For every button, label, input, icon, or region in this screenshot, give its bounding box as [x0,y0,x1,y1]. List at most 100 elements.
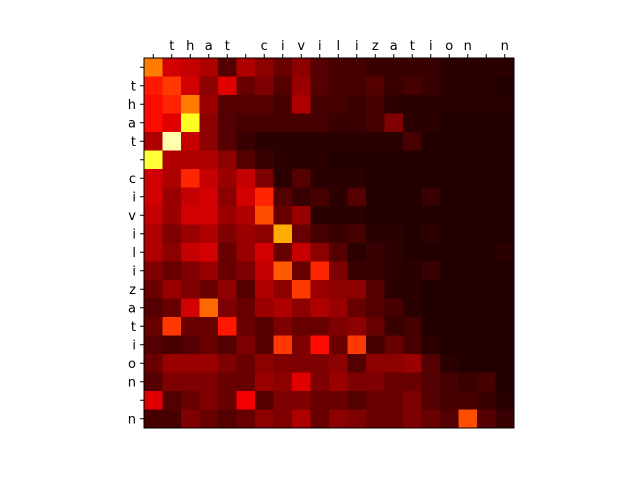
heatmap-cell-r12-c1 [162,280,182,299]
heatmap-cell-r9-c12 [366,224,385,244]
heatmap-cell-r11-c14 [403,261,422,281]
heatmap-cell-r16-c6 [255,354,274,373]
heatmap-cell-r18-c4 [218,391,237,410]
heatmap-cell-r3-c17 [458,113,478,133]
heatmap-cell-r0-c7 [273,58,293,77]
heatmap-cell-r8-c2 [181,206,200,225]
heatmap-cell-r7-c19 [495,187,515,207]
heatmap-cell-r7-c4 [218,187,237,207]
heatmap-cell-r19-c10 [329,409,348,429]
heatmap-cell-r6-c16 [440,169,459,188]
heatmap-cell-r18-c8 [292,391,311,410]
heatmap-cell-r14-c1 [162,317,182,336]
heatmap-cell-r9-c9 [310,224,330,244]
heatmap-cell-r1-c14 [403,76,422,96]
heatmap-cell-r2-c17 [458,95,478,114]
heatmap-cell-r3-c18 [477,113,496,133]
heatmap-cell-r1-c2 [181,76,200,96]
heatmap-cell-r9-c5 [236,224,256,244]
heatmap-cell-r6-c4 [218,169,237,188]
heatmap-cell-r4-c13 [384,132,404,151]
heatmap-cell-r11-c12 [366,261,385,281]
heatmap-cell-r15-c10 [329,335,348,355]
x-tick-label-10: l [336,39,340,54]
heatmap-cell-r7-c0 [144,187,163,207]
heatmap-cell-r0-c10 [329,58,348,77]
heatmap-cell-r12-c10 [329,280,348,299]
heatmap-cell-r3-c16 [440,113,459,133]
heatmap-cell-r11-c15 [421,261,441,281]
heatmap-cell-r3-c8 [292,113,311,133]
heatmap-cell-r12-c19 [495,280,515,299]
y-tick-label-10: l [132,246,136,261]
heatmap-cell-r6-c15 [421,169,441,188]
heatmap-cell-r9-c15 [421,224,441,244]
heatmap-cell-r3-c13 [384,113,404,133]
heatmap-cell-r10-c2 [181,243,200,262]
heatmap-cell-r7-c17 [458,187,478,207]
heatmap-cell-r12-c12 [366,280,385,299]
heatmap-cell-r9-c19 [495,224,515,244]
heatmap-cell-r3-c5 [236,113,256,133]
heatmap-cell-r15-c17 [458,335,478,355]
y-tick-label-15: i [132,338,136,353]
heatmap-cell-r4-c4 [218,132,237,151]
heatmap-cell-r18-c11 [347,391,367,410]
heatmap-cell-r17-c2 [181,372,200,392]
heatmap-cell-r1-c9 [310,76,330,96]
heatmap-cell-r2-c13 [384,95,404,114]
heatmap-cell-r0-c1 [162,58,182,77]
heatmap-cell-r15-c8 [292,335,311,355]
heatmap-cell-r2-c4 [218,95,237,114]
heatmap-cell-r9-c6 [255,224,274,244]
heatmap-cell-r17-c17 [458,372,478,392]
heatmap-cell-r18-c10 [329,391,348,410]
heatmap-cell-r6-c13 [384,169,404,188]
y-tick-label-3: a [128,116,136,131]
heatmap-cell-r11-c6 [255,261,274,281]
heatmap-cell-r10-c14 [403,243,422,262]
heatmap-cell-r16-c4 [218,354,237,373]
heatmap-cell-r5-c4 [218,150,237,170]
heatmap-cell-r13-c5 [236,298,256,318]
heatmap-cell-r13-c3 [199,298,219,318]
heatmap-cell-r5-c17 [458,150,478,170]
heatmap-cell-r6-c3 [199,169,219,188]
heatmap-cell-r19-c8 [292,409,311,429]
heatmap-cell-r5-c13 [384,150,404,170]
heatmap-cell-r11-c11 [347,261,367,281]
heatmap-cell-r19-c11 [347,409,367,429]
heatmap-cell-r12-c11 [347,280,367,299]
heatmap-cell-r9-c2 [181,224,200,244]
heatmap-cell-r17-c16 [440,372,459,392]
heatmap-cell-r14-c11 [347,317,367,336]
heatmap-cell-r16-c8 [292,354,311,373]
y-tick-label-13: a [128,301,136,316]
heatmap-cell-r8-c13 [384,206,404,225]
heatmap-cell-r2-c0 [144,95,163,114]
heatmap-cell-r13-c18 [477,298,496,318]
heatmap-cell-r18-c1 [162,391,182,410]
heatmap-cell-r1-c17 [458,76,478,96]
heatmap-cell-r6-c12 [366,169,385,188]
heatmap-cell-r3-c12 [366,113,385,133]
heatmap-cell-r0-c6 [255,58,274,77]
heatmap-cell-r2-c1 [162,95,182,114]
heatmap-cell-r4-c5 [236,132,256,151]
heatmap-cell-r14-c15 [421,317,441,336]
heatmap-cell-r12-c17 [458,280,478,299]
x-tick-label-6: c [261,39,268,54]
heatmap-cell-r4-c2 [181,132,200,151]
heatmap-cell-r14-c4 [218,317,237,336]
heatmap-cell-r16-c13 [384,354,404,373]
y-tick-label-16: o [128,357,136,372]
heatmap-cell-r14-c5 [236,317,256,336]
heatmap-cell-r17-c3 [199,372,219,392]
heatmap-cell-r9-c17 [458,224,478,244]
y-tick-label-2: h [128,98,136,113]
heatmap-cell-r11-c17 [458,261,478,281]
heatmap-cell-r4-c19 [495,132,515,151]
heatmap-cell-r11-c13 [384,261,404,281]
heatmap-cell-r7-c16 [440,187,459,207]
heatmap-cell-r13-c11 [347,298,367,318]
